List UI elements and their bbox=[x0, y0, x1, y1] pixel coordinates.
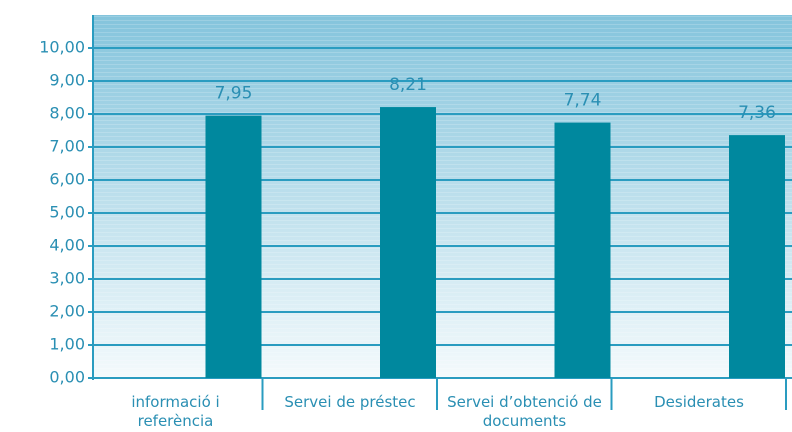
y-tick-label: 7,00 bbox=[49, 137, 85, 156]
x-tick-label: Servei d’obtenció de documents bbox=[447, 393, 602, 430]
y-tick-label: 5,00 bbox=[49, 203, 85, 222]
y-tick-label: 4,00 bbox=[49, 236, 85, 255]
value-label: 7,95 bbox=[215, 84, 253, 104]
y-tick-label: 3,00 bbox=[49, 269, 85, 288]
y-tick-label: 0,00 bbox=[49, 368, 85, 387]
y-tick-label: 10,00 bbox=[39, 38, 85, 57]
y-tick-label: 1,00 bbox=[49, 335, 85, 354]
x-tick-label: informació i referència bbox=[131, 393, 220, 430]
value-label: 7,36 bbox=[738, 103, 776, 123]
plot-stripes bbox=[93, 15, 792, 378]
bar bbox=[205, 115, 262, 379]
y-tick-label: 8,00 bbox=[49, 104, 85, 123]
y-tick-label: 9,00 bbox=[49, 71, 85, 90]
bar bbox=[554, 122, 611, 378]
value-label: 7,74 bbox=[564, 91, 602, 111]
x-tick-label: Desiderates bbox=[654, 393, 744, 411]
value-label: 8,21 bbox=[389, 75, 427, 95]
y-tick-label: 2,00 bbox=[49, 302, 85, 321]
x-tick-label: Servei de préstec bbox=[284, 393, 416, 411]
bar bbox=[380, 107, 436, 378]
y-tick-label: 6,00 bbox=[49, 170, 85, 189]
bar bbox=[729, 135, 785, 378]
